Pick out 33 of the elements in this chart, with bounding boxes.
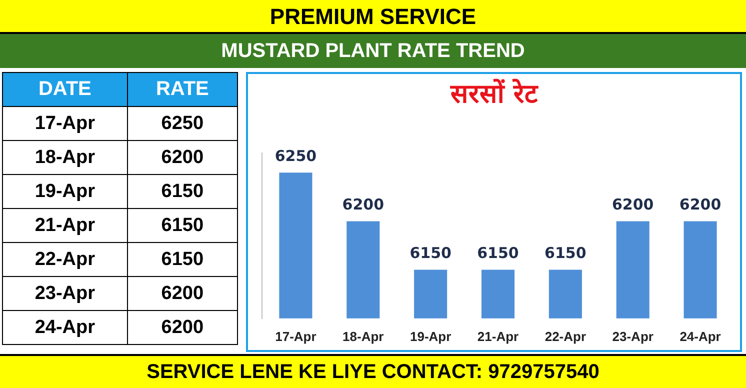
- text: 6200: [161, 146, 204, 168]
- text: 6200: [161, 316, 204, 338]
- category-label: 21-Apr: [34, 214, 96, 236]
- data-label: 6200: [679, 196, 722, 214]
- data-label: 6150: [477, 244, 519, 262]
- data-label: 6150: [410, 244, 452, 262]
- data-label: 6200: [342, 196, 384, 214]
- category-label: 23-Apr: [34, 282, 96, 304]
- x-tick-label: 23-Apr: [612, 328, 654, 344]
- x-tick-label: 18-Apr: [342, 328, 384, 344]
- category-label: 19-Apr: [34, 180, 96, 202]
- category-label: 17-Apr: [34, 112, 96, 134]
- x-tick-label: 17-Apr: [275, 328, 316, 344]
- text: 6150: [161, 180, 204, 202]
- x-tick-label: 22-Apr: [544, 328, 586, 344]
- x-tick-label: 24-Apr: [680, 328, 721, 344]
- text: 6150: [161, 248, 204, 270]
- text: DATE: [2, 72, 128, 106]
- text: SERVICE LENE KE LIYE CONTACT: 9729757540: [0, 354, 746, 388]
- text: 6250: [161, 112, 204, 134]
- data-label: 6250: [274, 147, 317, 166]
- category-label: 18-Apr: [34, 146, 96, 168]
- data-label: 6200: [612, 196, 654, 214]
- data-label: 6150: [544, 244, 586, 262]
- text: RATE: [127, 72, 238, 106]
- x-tick-label: 21-Apr: [477, 328, 519, 344]
- chart-subtitle: MUSTARD PLANT RATE TREND: [0, 34, 746, 68]
- category-label: 22-Apr: [34, 248, 96, 270]
- text: 6200: [161, 282, 204, 304]
- text: 6150: [161, 214, 204, 236]
- x-tick-label: 19-Apr: [410, 328, 452, 344]
- chart-title: सरसों रेट: [449, 78, 539, 110]
- text: PREMIUM SERVICE: [0, 0, 746, 34]
